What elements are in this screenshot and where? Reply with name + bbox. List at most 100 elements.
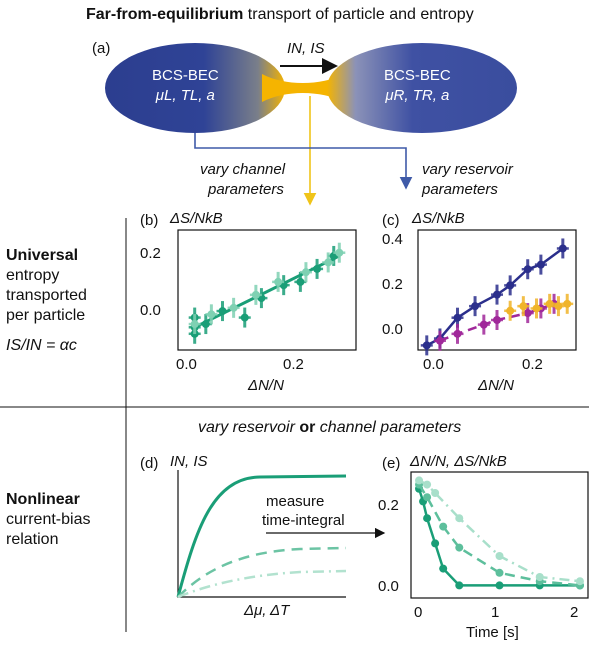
panel-e-xtick-2: 2 (570, 604, 579, 621)
channel-arrow-label-1: vary channel (200, 161, 286, 178)
row2-line1: current-bias (6, 511, 91, 528)
data-point (439, 522, 448, 531)
data-point (324, 258, 333, 267)
data-point (301, 268, 310, 277)
panel-e-xtick-0: 0 (414, 604, 423, 621)
data-point (506, 306, 515, 315)
data-point (523, 309, 532, 318)
panel-c-xlabel: ΔN/N (478, 377, 514, 394)
reservoir-arrow-label-2: parameters (422, 181, 498, 198)
panel-b-axes (177, 229, 357, 351)
panel-b-ylabel: ΔS/NkB (170, 210, 223, 227)
data-point (229, 303, 238, 312)
channel-arrow-label-2: parameters (208, 181, 284, 198)
data-point (423, 493, 432, 502)
data-point (431, 489, 440, 497)
panel-d-ylabel: IN, IS (170, 453, 208, 470)
panel-c-label: (c) (382, 212, 400, 229)
data-point (519, 302, 528, 311)
data-point (423, 480, 432, 489)
data-point (335, 248, 344, 257)
data-point (563, 299, 572, 308)
data-point (558, 244, 567, 253)
data-point (423, 514, 432, 523)
data-point (274, 277, 283, 286)
data-point (532, 304, 541, 313)
row1-line3: per particle (6, 307, 86, 324)
data-point (251, 290, 260, 299)
data-point (207, 310, 216, 319)
channel (262, 74, 345, 102)
right-reservoir-line2: μR, TR, a (385, 87, 450, 104)
title-rest: transport of particle and entropy (243, 6, 474, 23)
left-reservoir-line2: μL, TL, a (155, 87, 215, 104)
data-point (422, 341, 431, 350)
right-reservoir-line1: BCS-BEC (384, 67, 451, 84)
row2-label: Nonlinear current-bias relation (6, 490, 90, 550)
data-point (313, 264, 322, 273)
panel-c-ytick-2: 0.4 (382, 231, 403, 248)
panel-b-xtick-0: 0.0 (176, 356, 197, 373)
data-point (240, 313, 249, 322)
row2-top-label: vary reservoir or channel parameters (198, 419, 462, 436)
row1-label: Universal entropy transported per partic… (6, 246, 87, 356)
data-point (523, 265, 532, 274)
panel-e-axes (410, 471, 589, 599)
panel-b-ytick-0: 0.0 (140, 302, 161, 319)
data-point (201, 320, 210, 329)
row2-line2: relation (6, 531, 59, 548)
data-point (493, 290, 501, 299)
data-point (218, 307, 227, 316)
data-point (296, 277, 305, 286)
panel-c-ytick-1: 0.2 (382, 276, 403, 293)
panel-c-axes (417, 229, 577, 351)
data-point (455, 543, 464, 552)
panel-c-ytick-0: 0.0 (382, 321, 403, 338)
data-point (479, 320, 488, 329)
row2-heading: Nonlinear (6, 491, 80, 508)
panel-d-xlabel: Δμ, ΔT (244, 602, 290, 619)
panel-d-curve-solid (176, 474, 347, 598)
data-point (455, 581, 464, 590)
panel-e-xlabel: Time [s] (466, 624, 519, 641)
panel-c-xtick-0: 0.0 (423, 356, 444, 373)
data-point (495, 581, 504, 590)
reservoir-bracket (194, 133, 413, 190)
panel-d-label: (d) (140, 455, 159, 472)
data-point (439, 564, 448, 573)
figure-title: Far-from-equilibrium transport of partic… (86, 6, 474, 24)
data-point (545, 299, 554, 308)
panel-b-ytick-1: 0.2 (140, 245, 161, 262)
data-point (493, 316, 501, 324)
panel-e-ytick-0: 0.0 (378, 578, 399, 595)
data-point (190, 320, 199, 329)
panel-d-curve-dashed (177, 546, 347, 598)
data-point (506, 281, 515, 290)
data-point (471, 302, 480, 311)
row1-heading: Universal (6, 247, 79, 264)
row1-line4: IS/IN = αc (6, 337, 77, 354)
right-reservoir (327, 43, 517, 133)
data-point (536, 260, 545, 269)
reservoir-arrow-label: vary reservoir parameters (422, 160, 513, 200)
panel-d-annotation-1: measure (266, 493, 325, 510)
panel-e-plot (415, 476, 584, 590)
panel-d-annotation: measure time-integral (262, 492, 345, 530)
panel-e-xtick-1: 1 (491, 604, 500, 621)
panel-e-ylabel: ΔN/N, ΔS/NkB (410, 453, 507, 470)
row1-line1: entropy (6, 267, 60, 284)
data-point (415, 476, 424, 485)
panel-b-plot (188, 242, 346, 344)
data-point (495, 568, 504, 577)
left-reservoir-label: BCS-BEC μL, TL, a (152, 66, 219, 106)
right-reservoir-label: BCS-BEC μR, TR, a (384, 66, 451, 106)
data-point (455, 514, 464, 523)
title-bold: Far-from-equilibrium (86, 6, 244, 23)
panel-d-curve-dashdot (177, 569, 347, 599)
data-point (554, 302, 563, 311)
panel-c-plot (420, 238, 574, 356)
data-point (453, 313, 462, 322)
panel-e-label: (e) (382, 455, 401, 472)
panel-a-label: (a) (92, 40, 111, 57)
